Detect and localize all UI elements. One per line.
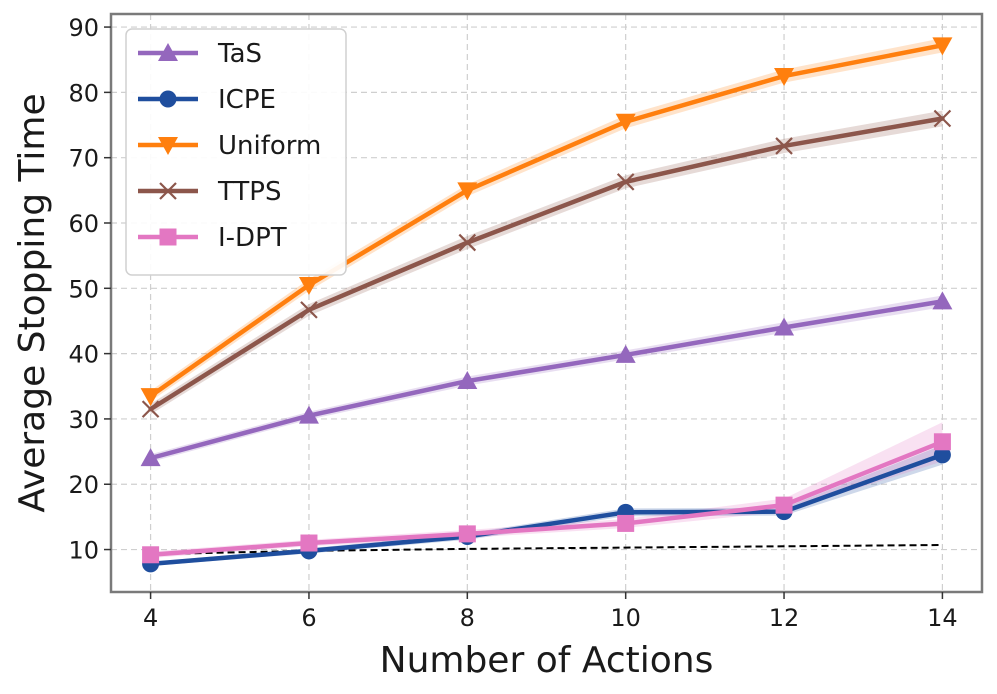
axis-ticks: 4 6 8 10 12 14 10 20 30 40 50 60 70 80 90 [68, 14, 957, 632]
line-icpe [148, 452, 945, 567]
legend-label: Uniform [218, 131, 321, 161]
legend-marker [159, 90, 177, 108]
point-uniform [774, 68, 795, 87]
legend-item-icpe: ICPE [138, 85, 276, 115]
point-tas [615, 344, 636, 363]
legend: TaS ICPE Uniform TTPS I-DPT [125, 28, 347, 276]
x-tick-label: 12 [769, 604, 800, 632]
point-ttps [775, 137, 793, 155]
y-tick-label: 90 [68, 14, 99, 42]
point-i-dpt [617, 514, 635, 532]
x-marker-stroke [141, 400, 160, 418]
point-uniform [298, 277, 319, 296]
point-icpe [933, 446, 951, 464]
line-ttps [148, 116, 945, 412]
x-tick-label: 10 [610, 604, 641, 632]
y-tick-label: 80 [68, 79, 99, 107]
x-marker-stroke [775, 137, 793, 155]
point-tas [932, 291, 953, 310]
y-tick-label: 70 [68, 145, 99, 173]
line-i-dpt [148, 439, 945, 558]
x-axis-label: Number of Actions [380, 640, 714, 681]
x-marker-stroke [300, 301, 318, 319]
point-uniform [140, 388, 161, 407]
y-tick-label: 20 [68, 471, 99, 499]
y-tick-label: 60 [68, 210, 99, 238]
legend-marker [159, 182, 177, 200]
legend-label: TTPS [217, 177, 282, 207]
legend-label: ICPE [218, 85, 276, 115]
point-i-dpt [142, 546, 160, 564]
point-tas [298, 405, 319, 424]
x-marker-stroke [159, 182, 177, 200]
x-tick-label: 14 [927, 604, 958, 632]
x-tick-label: 6 [301, 604, 316, 632]
point-tas [457, 371, 478, 390]
legend-item-tas: TaS [138, 39, 262, 69]
legend-marker [159, 228, 177, 246]
x-marker-stroke [616, 173, 635, 191]
series-lines [148, 43, 945, 567]
point-tas [140, 448, 161, 467]
x-marker-stroke [458, 233, 477, 252]
y-axis-label: Average Stopping Time [12, 93, 53, 512]
legend-label: I-DPT [218, 223, 287, 253]
legend-item-ttps: TTPS [138, 177, 282, 207]
legend-label: TaS [217, 39, 262, 69]
line-tas [148, 299, 945, 461]
band-tas [150, 295, 943, 463]
plot-frame [109, 12, 984, 594]
point-i-dpt [300, 534, 318, 552]
y-tick-label: 40 [68, 341, 99, 369]
x-tick-label: 8 [460, 604, 475, 632]
legend-item-i-dpt: I-DPT [138, 223, 287, 253]
legend-marker [158, 43, 178, 61]
point-ttps [933, 109, 952, 128]
point-i-dpt [933, 433, 951, 451]
point-tas [774, 317, 795, 336]
y-tick-label: 10 [68, 537, 99, 565]
legend-item-uniform: Uniform [138, 131, 321, 161]
point-ttps [458, 233, 477, 252]
legend-marker [158, 137, 178, 155]
point-ttps [141, 400, 160, 418]
legend-box [125, 28, 347, 276]
point-i-dpt [775, 496, 793, 514]
x-marker-stroke [933, 109, 952, 128]
point-ttps [300, 301, 318, 319]
point-uniform [615, 113, 636, 132]
series-markers [140, 37, 953, 573]
y-tick-label: 50 [68, 275, 99, 303]
point-uniform [932, 37, 953, 56]
point-i-dpt [458, 525, 476, 543]
point-uniform [457, 182, 478, 201]
y-tick-label: 30 [68, 406, 99, 434]
x-tick-label: 4 [143, 604, 158, 632]
line-uniform [148, 43, 945, 399]
point-ttps [616, 173, 635, 191]
